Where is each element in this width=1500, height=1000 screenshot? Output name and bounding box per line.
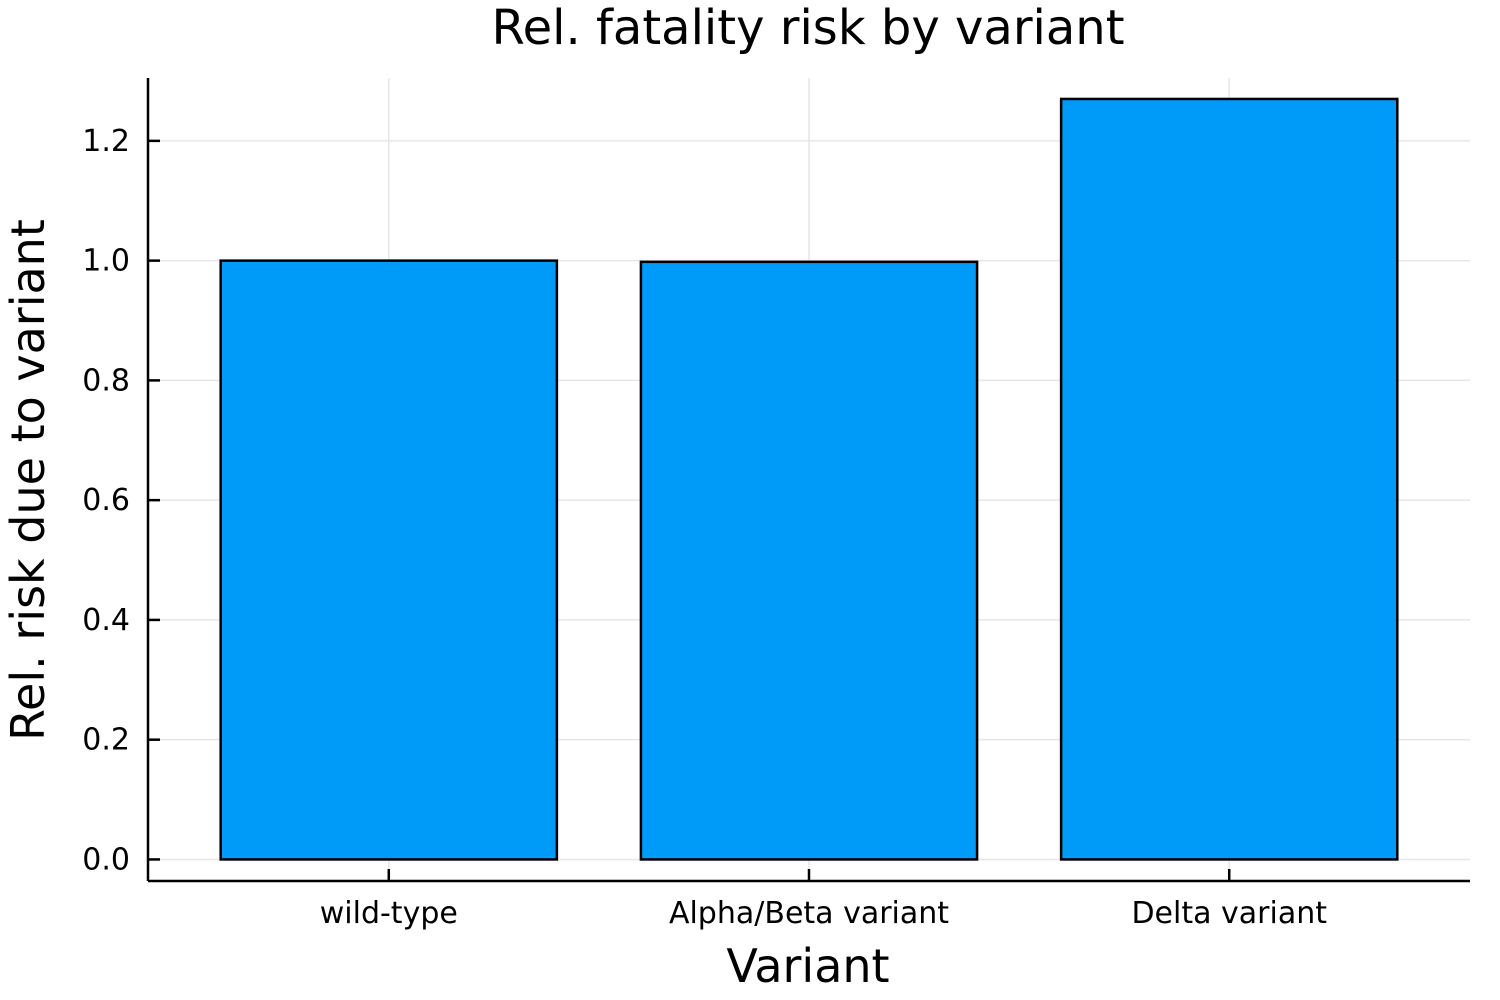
x-ticks: wild-type Alpha/Beta variant Delta variant: [320, 869, 1327, 931]
bars: [219, 97, 1399, 861]
x-tick-label: Alpha/Beta variant: [669, 896, 949, 931]
y-ticks: 0.0 0.2 0.4 0.6 0.8 1.0 1.2: [82, 124, 160, 877]
chart-title: Rel. fatality risk by variant: [491, 0, 1124, 56]
x-tick-label: wild-type: [320, 896, 458, 931]
y-tick-label: 0.6: [82, 483, 130, 518]
y-tick-label: 0.0: [82, 842, 130, 877]
y-tick-label: 0.2: [82, 723, 130, 758]
bar-3: [1059, 97, 1399, 861]
y-tick-label: 0.8: [82, 363, 130, 398]
bar-2: [639, 260, 979, 861]
x-tick-label: Delta variant: [1131, 896, 1327, 931]
y-axis-label: Rel. risk due to variant: [1, 219, 55, 741]
bar-1: [219, 259, 559, 861]
y-tick-label: 0.4: [82, 603, 130, 638]
x-axis-label: Variant: [726, 939, 889, 993]
y-tick-label: 1.0: [82, 244, 130, 279]
y-tick-label: 1.2: [82, 124, 130, 159]
